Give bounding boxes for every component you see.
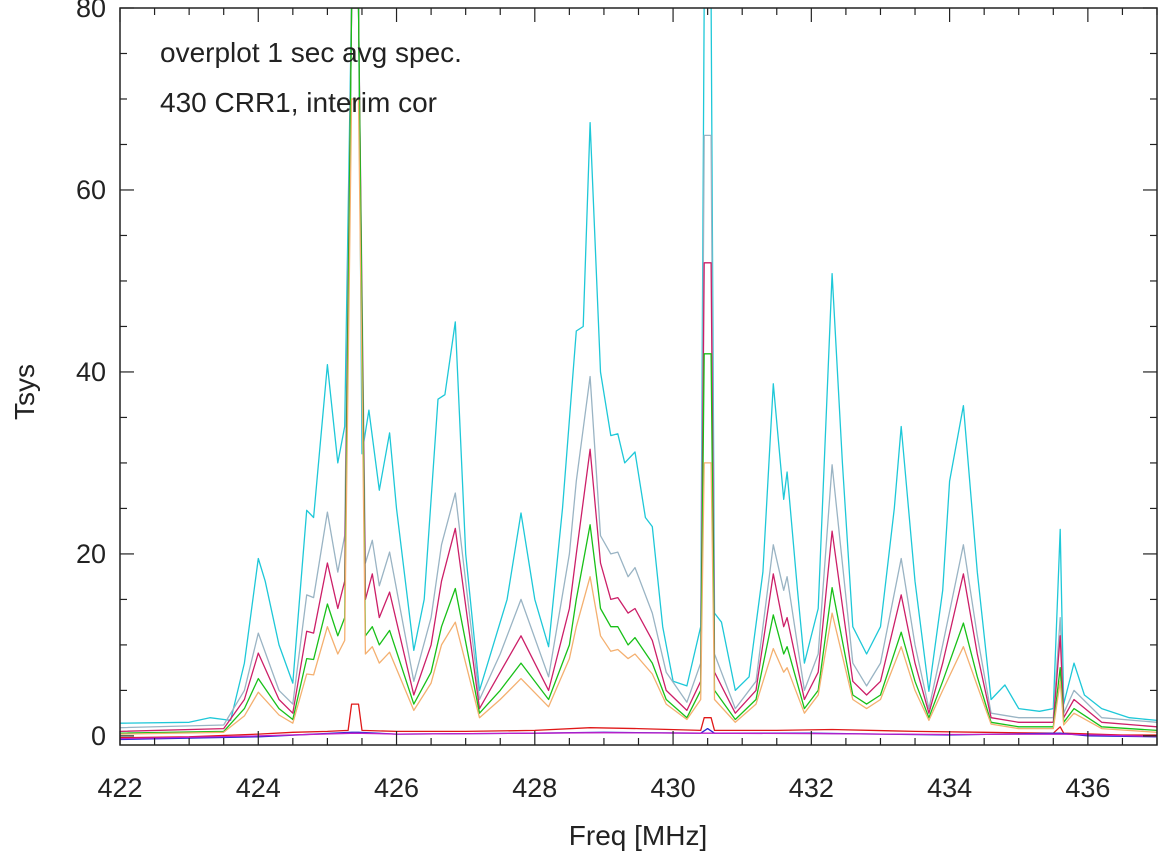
y-tick-label: 80 bbox=[76, 0, 106, 23]
y-tick-label: 20 bbox=[76, 539, 106, 569]
series-line-1 bbox=[120, 8, 1157, 724]
annotation-line-1: overplot 1 sec avg spec. bbox=[160, 37, 462, 68]
y-axis-title: Tsys bbox=[9, 364, 40, 420]
x-tick-label: 422 bbox=[97, 773, 142, 803]
y-tick-label: 0 bbox=[91, 721, 106, 751]
y-tick-label: 40 bbox=[76, 357, 106, 387]
x-tick-label: 430 bbox=[651, 773, 696, 803]
annotation-line-2: 430 CRR1, interim cor bbox=[160, 87, 437, 118]
axes-layer bbox=[119, 7, 1158, 745]
x-tick-label: 434 bbox=[927, 773, 972, 803]
series-line-8 bbox=[120, 732, 1157, 740]
x-tick-label: 432 bbox=[789, 773, 834, 803]
series-layer bbox=[120, 8, 1157, 741]
x-axis-title: Freq [MHz] bbox=[569, 820, 707, 851]
plot-frame bbox=[119, 7, 1158, 746]
y-tick-label: 60 bbox=[76, 175, 106, 205]
x-tick-label: 428 bbox=[512, 773, 557, 803]
series-line-5 bbox=[120, 98, 1157, 735]
series-line-6 bbox=[120, 703, 1157, 739]
x-tick-label: 436 bbox=[1065, 773, 1110, 803]
labels-layer: 422 424 426 428 430 432 434 436 0 20 40 60 80 bbox=[76, 0, 1110, 803]
x-tick-label: 426 bbox=[374, 773, 419, 803]
series-line-4 bbox=[120, 8, 1157, 734]
x-tick-label: 424 bbox=[236, 773, 281, 803]
